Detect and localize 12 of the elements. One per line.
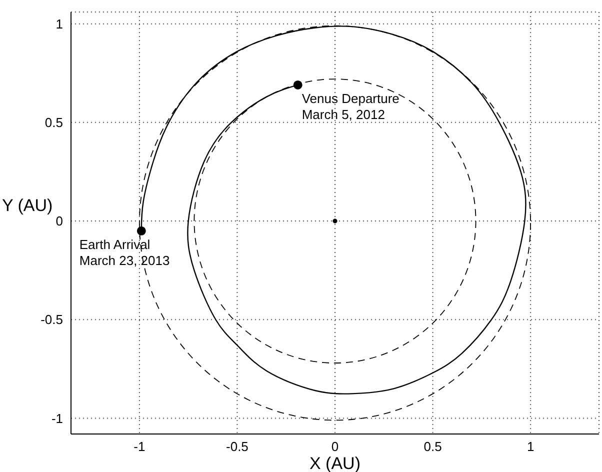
y-tick-label: -1 [51, 410, 63, 426]
y-tick-label: 0 [56, 214, 63, 229]
annotation: Venus Departure March 5, 2012 [302, 90, 400, 122]
y-tick-label: 0.5 [44, 115, 63, 130]
y-axis-title: Y (AU) [2, 196, 53, 215]
x-tick-label: 0.5 [424, 439, 442, 454]
y-tick-label: 1 [56, 16, 63, 32]
x-tick-label: -1 [134, 439, 146, 454]
x-tick-label: 1 [526, 439, 534, 454]
x-tick-label: 0 [331, 439, 339, 454]
y-tick-label: -0.5 [40, 312, 63, 328]
x-tick-label: -0.5 [226, 439, 248, 454]
